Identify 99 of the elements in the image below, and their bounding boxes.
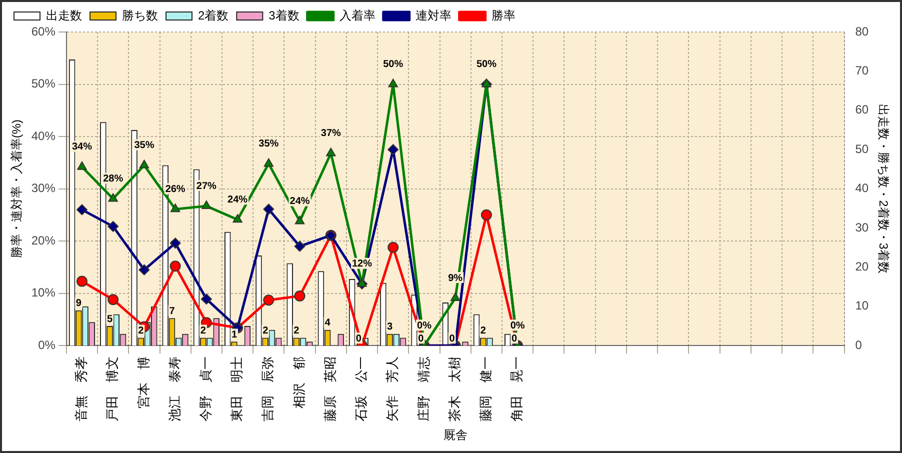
point [294,290,306,302]
x-tick-label: 庄野 靖志 [416,356,431,422]
point [108,193,118,202]
data-label: 50% [476,59,497,70]
point [77,161,87,170]
x-tick-label: 戸田 博文 [104,356,120,422]
data-label: 2 [294,326,300,337]
y2-tick-label: 40 [855,181,869,196]
y2-tick-label: 20 [855,260,869,274]
data-label: 9% [448,272,463,284]
x-tick-label: 吉岡 辰弥 [260,356,276,422]
point [326,148,336,156]
legend-label: 勝ち数 [122,8,158,22]
data-label: 12% [352,258,372,270]
x-tick-label: 今野 貞一 [198,356,214,422]
data-label: 7 [169,306,176,317]
data-label: 50% [383,59,404,70]
data-label: 0 [356,333,362,344]
point [263,294,274,306]
data-label: 0 [449,333,456,344]
point [480,209,492,220]
point [170,260,181,272]
x-tick-label: 宮本 博 [136,356,151,409]
data-label: 0% [510,320,525,332]
point [263,204,274,215]
legend-label: 3着数 [268,8,300,22]
point [294,240,306,252]
point [264,158,274,167]
data-label: 27% [196,180,217,192]
data-label: 35% [258,138,279,150]
y-tick-label: 0% [38,338,56,352]
data-label: 4 [324,318,331,329]
y2-axis-title: 出走数・勝ち数・2着数・3着数 [876,104,890,274]
point [482,78,492,88]
point [170,204,180,212]
y-tick-label: 10% [31,286,56,300]
y-tick-label: 30% [31,181,56,196]
point [170,238,181,249]
data-label: 0% [416,320,432,332]
y2-tick-label: 50 [855,142,869,156]
data-label: 34% [72,142,92,153]
data-label: 0 [511,333,518,344]
point [202,200,212,210]
x-tick-label: 茶木 太樹 [446,356,462,422]
x-tick-label: 音無 秀孝 [74,356,89,422]
x-tick-label: 矢作 芳人 [384,356,400,422]
point [76,276,88,287]
legend-label: 出走数 [46,8,82,22]
point [108,220,119,232]
data-label: 3 [387,322,394,333]
y2-tick-label: 60 [855,102,869,117]
point [388,144,399,156]
point [232,214,242,223]
y2-tick-label: 70 [855,64,869,78]
data-label: 2 [138,326,144,337]
x-tick-label: 相沢 郁 [291,356,306,409]
point [388,242,399,253]
x-tick-label: 東田 明士 [229,356,244,422]
y-axis-title: 勝率・連対率・入着率(%) [10,119,24,258]
x-tick-label: 藤原 英昭 [322,356,338,422]
point [294,216,305,224]
data-label: 1 [231,329,238,340]
point [138,264,150,276]
data-label: 35% [134,140,154,152]
y-tick-label: 40% [31,128,56,143]
data-label: 24% [228,194,248,206]
legend-label: 連対率 [415,8,452,22]
y2-tick-label: 30 [855,220,869,234]
data-label: 37% [320,128,341,140]
point [388,78,398,88]
y-tick-label: 50% [31,76,56,91]
point [200,294,212,305]
data-label: 0 [418,333,424,344]
y2-tick-label: 80 [855,24,869,38]
y-tick-label: 60% [31,24,56,38]
data-label: 5 [107,314,113,325]
point [139,160,150,168]
point [357,278,367,287]
data-label: 2 [200,326,206,337]
point [108,294,119,306]
data-label: 9 [76,298,82,310]
x-tick-label: 角田 晃一 [509,356,524,422]
data-label: 28% [103,173,124,184]
data-label: 2 [480,326,486,337]
x-tick-label: 池江 泰寿 [166,356,182,422]
legend-label: 2着数 [198,8,229,22]
point [450,292,460,302]
x-tick-label: 石坂 公一 [354,356,369,422]
legend-label: 勝率 [491,8,516,22]
y2-tick-label: 0 [855,338,862,352]
x-tick-label: 藤岡 健一 [478,356,494,422]
y2-tick-label: 10 [855,298,869,313]
legend-label: 入着率 [339,8,376,22]
data-label: 24% [290,196,310,207]
y-tick-label: 20% [31,233,56,248]
point [76,204,88,216]
data-label: 26% [165,184,186,195]
data-label: 2 [262,326,269,337]
x-axis-title: 厩舎 [443,428,468,442]
